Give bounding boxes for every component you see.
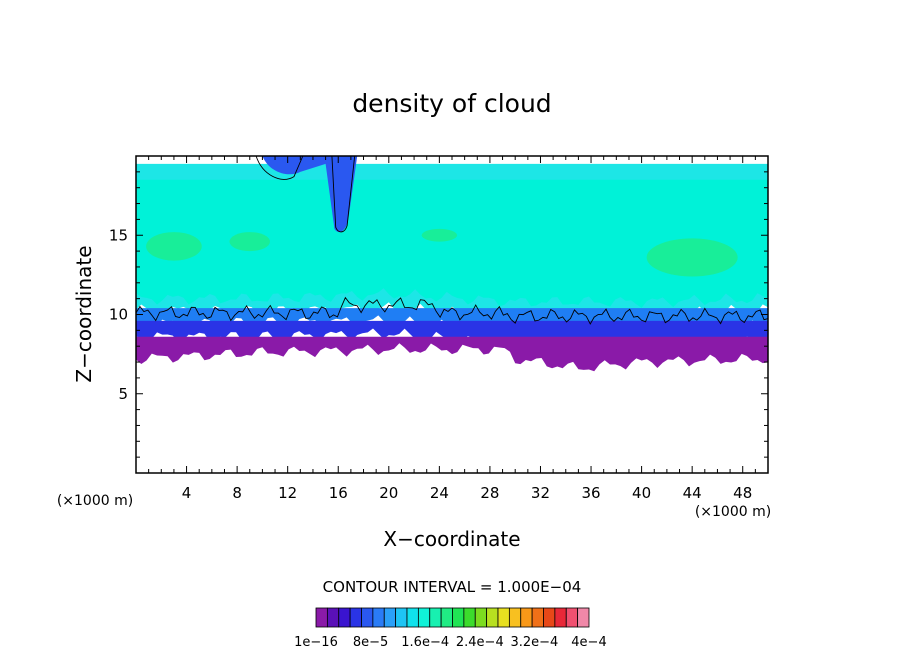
x-tick-label: 28 <box>480 484 499 502</box>
x-tick-label: 40 <box>632 484 651 502</box>
upper-blue-plume <box>262 156 358 233</box>
colorbar-swatch <box>486 607 499 628</box>
x-tick-label: 48 <box>733 484 752 502</box>
colorbar-swatch <box>565 607 579 628</box>
x-unit-label-right: (×1000 m) <box>695 504 771 520</box>
green-patch <box>421 228 458 242</box>
x-tick-label: 24 <box>430 484 449 502</box>
x-tick-label: 20 <box>379 484 398 502</box>
colorbar-swatch <box>417 607 431 628</box>
colorbar-swatch <box>361 607 374 628</box>
colorbar-label: 4e−4 <box>571 635 606 650</box>
x-axis-label: X−coordinate <box>383 527 520 551</box>
contour-line-cloud-top <box>135 296 769 325</box>
colorbar-swatch <box>543 607 556 628</box>
y-tick-label: 15 <box>109 226 128 244</box>
x-tick-label: 16 <box>329 484 348 502</box>
contour-fill-layers <box>136 156 768 372</box>
colorbar-swatch <box>554 607 567 628</box>
chart-title: density of cloud <box>352 89 551 118</box>
contour-fill-aqua-core <box>136 179 768 308</box>
contour-fill-violet-base <box>136 336 768 372</box>
contour-line-plume <box>331 155 356 233</box>
colorbar-label: 1.6e−4 <box>401 635 449 650</box>
colorbar-swatch <box>497 607 510 628</box>
x-unit-label-left: (×1000 m) <box>57 493 133 509</box>
contour-fill-deep-blue-band <box>136 320 768 353</box>
colorbar <box>315 607 590 628</box>
colorbar-swatch <box>463 607 476 628</box>
y-axis-label: Z−coordinate <box>72 245 96 382</box>
colorbar-labels: 1e−16 8e−5 1.6e−4 2.4e−4 3.2e−4 4e−4 <box>294 635 607 650</box>
colorbar-swatch <box>474 607 488 628</box>
colorbar-swatch <box>406 607 419 628</box>
colorbar-swatch <box>520 607 533 628</box>
contour-interval-text: CONTOUR INTERVAL = 1.000E−04 <box>323 578 582 596</box>
colorbar-label: 2.4e−4 <box>456 635 504 650</box>
contour-line-upper-left <box>255 155 304 180</box>
colorbar-swatch <box>372 607 385 628</box>
x-tick-label: 8 <box>232 484 242 502</box>
colorbar-swatch <box>429 607 442 628</box>
green-patch <box>229 232 270 252</box>
colorbar-swatch <box>326 607 340 628</box>
colorbar-swatch <box>315 607 328 628</box>
colorbar-swatch <box>508 607 522 628</box>
green-patch <box>646 238 738 277</box>
x-tick-label: 32 <box>531 484 550 502</box>
plot-area <box>135 155 769 474</box>
x-tick-label: 44 <box>683 484 702 502</box>
colorbar-swatch <box>531 607 544 628</box>
green-patch <box>146 232 202 261</box>
x-tick-label: 4 <box>182 484 192 502</box>
x-tick-label: 12 <box>278 484 297 502</box>
y-tick-label: 10 <box>109 306 128 324</box>
colorbar-swatch <box>577 607 590 628</box>
colorbar-label: 1e−16 <box>294 635 338 650</box>
y-tick-label: 5 <box>118 385 128 403</box>
colorbar-label: 8e−5 <box>353 635 388 650</box>
contour-lines <box>135 155 769 325</box>
colorbar-swatch <box>383 607 397 628</box>
axis-ticks <box>136 156 768 473</box>
colorbar-swatch <box>338 607 351 628</box>
x-tick-label: 36 <box>581 484 600 502</box>
colorbar-swatch <box>349 607 362 628</box>
colorbar-swatch <box>395 607 408 628</box>
colorbar-label: 3.2e−4 <box>510 635 558 650</box>
colorbar-swatch <box>440 607 453 628</box>
colorbar-swatch <box>452 607 465 628</box>
